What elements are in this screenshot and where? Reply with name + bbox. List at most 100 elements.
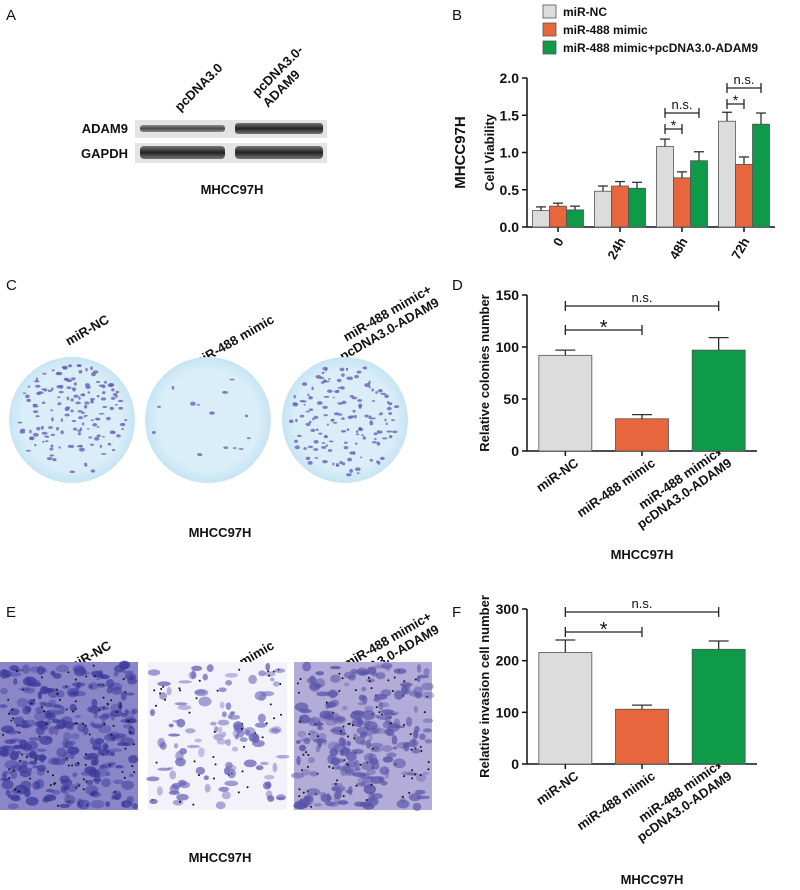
cell <box>416 676 421 683</box>
cell <box>1 779 14 790</box>
colony <box>354 414 357 419</box>
pore <box>265 722 268 725</box>
colony <box>79 393 86 396</box>
cell <box>113 671 119 677</box>
cell <box>290 772 305 779</box>
cell <box>276 794 287 801</box>
colony <box>341 373 345 377</box>
colony <box>99 444 102 449</box>
y-tick-label: 1.0 <box>500 145 520 161</box>
pore <box>316 735 319 738</box>
pore <box>280 713 283 716</box>
cell <box>1 773 7 779</box>
cell <box>110 735 117 742</box>
colony <box>378 430 383 434</box>
cell <box>342 705 348 711</box>
cell <box>422 691 435 699</box>
pore <box>49 784 52 787</box>
colony <box>17 421 23 424</box>
bar <box>615 708 669 765</box>
colony <box>25 449 31 452</box>
cell <box>39 754 46 763</box>
y-tick-label: 0.0 <box>500 219 520 235</box>
colony <box>157 405 161 408</box>
colony <box>85 367 88 372</box>
colony <box>69 444 75 449</box>
x-tick-label: 72h <box>728 235 752 262</box>
error-bar <box>756 112 766 125</box>
colony <box>351 396 358 400</box>
pore <box>367 676 370 679</box>
colony <box>46 457 53 461</box>
cell <box>190 670 196 679</box>
colony <box>121 427 124 431</box>
cell <box>393 718 401 728</box>
pore <box>102 696 105 699</box>
pore <box>178 687 181 690</box>
pore <box>21 753 24 756</box>
colony <box>299 414 305 418</box>
cell <box>89 737 95 745</box>
colony <box>318 432 323 435</box>
colony <box>32 405 39 408</box>
colony <box>308 408 314 411</box>
colony <box>84 462 88 466</box>
pore <box>75 786 78 789</box>
pore <box>74 722 77 725</box>
cell <box>62 738 69 749</box>
pore <box>338 672 341 675</box>
cell <box>56 719 68 729</box>
cell <box>309 771 318 777</box>
colony <box>343 446 349 450</box>
cell <box>150 709 155 717</box>
colony <box>323 414 328 417</box>
colony <box>322 460 328 464</box>
cell <box>296 755 301 766</box>
y-tick-label: 0 <box>511 443 519 459</box>
cell <box>25 706 32 712</box>
cell <box>329 665 342 670</box>
colony <box>96 426 100 428</box>
cell <box>25 796 39 806</box>
colony <box>36 391 42 396</box>
cell <box>325 719 338 726</box>
pore <box>132 743 135 746</box>
colony <box>78 369 83 374</box>
colony <box>223 446 229 449</box>
cell <box>203 775 209 781</box>
colony <box>87 391 91 394</box>
pore <box>10 719 13 722</box>
pore <box>302 753 305 756</box>
cell <box>114 733 127 739</box>
cell <box>113 779 124 785</box>
colony <box>77 410 83 413</box>
colony <box>116 434 121 438</box>
pore <box>25 756 28 759</box>
cell <box>25 676 32 686</box>
cell <box>108 748 123 753</box>
colony <box>73 427 78 431</box>
cell <box>316 691 330 697</box>
pore <box>46 770 49 773</box>
pore <box>2 733 5 736</box>
colony <box>102 405 108 409</box>
cell <box>331 785 346 793</box>
cell <box>274 668 286 673</box>
x-tick-label: 24h <box>604 235 628 262</box>
pore <box>155 704 158 707</box>
cell <box>146 776 160 782</box>
colony <box>96 394 100 398</box>
cell <box>308 730 316 734</box>
cell <box>230 711 235 715</box>
colony <box>42 372 47 375</box>
error-bar <box>598 185 608 192</box>
colony <box>60 430 64 435</box>
cell <box>64 740 74 749</box>
colony <box>374 437 377 441</box>
pore <box>342 725 345 728</box>
cell <box>360 779 373 789</box>
cell <box>383 712 397 716</box>
colony <box>327 389 333 393</box>
cell <box>69 703 77 712</box>
cell <box>177 779 187 787</box>
